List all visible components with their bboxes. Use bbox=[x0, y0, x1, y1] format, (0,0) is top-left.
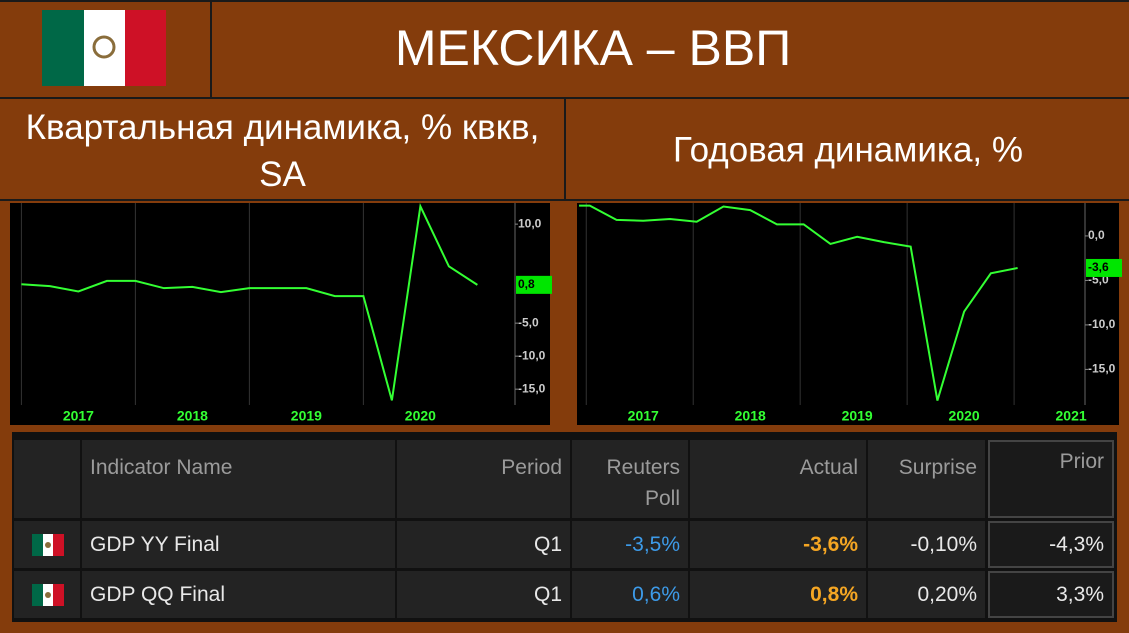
y-tick-label: 0,0 bbox=[1088, 228, 1105, 242]
table-cell: GDP YY Final bbox=[82, 521, 395, 568]
table-cell: Q1 bbox=[397, 521, 570, 568]
x-tick-label: 2017 bbox=[63, 408, 94, 424]
y-tick-label: -10,0 bbox=[1088, 317, 1116, 331]
mexico-flag bbox=[42, 10, 166, 86]
flag-cell bbox=[14, 521, 80, 568]
x-tick-label: 2018 bbox=[735, 408, 766, 424]
table-cell: -3,5% bbox=[572, 521, 688, 568]
column-header: Indicator Name bbox=[82, 440, 395, 518]
table-cell: 0,8% bbox=[690, 571, 866, 618]
table-cell: -3,6% bbox=[690, 521, 866, 568]
column-header: Prior bbox=[988, 440, 1114, 518]
y-tick-label: -15,0 bbox=[518, 381, 546, 395]
table-cell: -0,10% bbox=[868, 521, 985, 568]
flag-cell bbox=[14, 571, 80, 618]
table-cell: 0,20% bbox=[868, 571, 985, 618]
x-tick-label: 2018 bbox=[177, 408, 208, 424]
last-value-box bbox=[516, 275, 552, 294]
left-subtitle: Квартальная динамика, % квкв, SA bbox=[25, 108, 540, 194]
header-cell bbox=[14, 440, 80, 518]
data-line bbox=[21, 202, 478, 401]
table-cell: 3,3% bbox=[988, 571, 1114, 618]
column-header: Surprise bbox=[868, 440, 985, 518]
right-subtitle: Годовая динамика, % bbox=[673, 130, 1023, 169]
title: МЕКСИКА – ВВП bbox=[395, 20, 791, 76]
row-flag bbox=[32, 533, 64, 556]
column-header: Actual bbox=[690, 440, 866, 518]
slide: МЕКСИКА – ВВП Квартальная динамика, % кв… bbox=[0, 0, 1129, 425]
last-value-label: -3,6 bbox=[1088, 260, 1109, 274]
frame bbox=[0, 0, 1129, 201]
chart-background bbox=[577, 203, 1119, 425]
chart-background bbox=[10, 203, 550, 425]
table-cell: 0,6% bbox=[572, 571, 688, 618]
column-header: Reuters Poll bbox=[572, 440, 688, 518]
x-tick-label: 2020 bbox=[405, 408, 436, 424]
y-tick-label: -5,0 bbox=[518, 315, 539, 329]
data-line bbox=[579, 204, 1018, 401]
y-tick-label: -15,0 bbox=[1088, 362, 1116, 376]
y-tick-label: -10,0 bbox=[518, 348, 546, 362]
y-tick-label: 10,0 bbox=[518, 216, 542, 230]
x-tick-label: 2020 bbox=[949, 408, 980, 424]
x-tick-label: 2017 bbox=[628, 408, 659, 424]
last-value-box bbox=[1086, 258, 1122, 277]
left-subtitle-box: Квартальная динамика, % квкв, SA bbox=[25, 108, 540, 194]
x-tick-label: 2019 bbox=[842, 408, 873, 424]
x-tick-label: 2019 bbox=[291, 408, 322, 424]
row-flag bbox=[32, 583, 64, 606]
table-cell: GDP QQ Final bbox=[82, 571, 395, 618]
last-value-label: 0,8 bbox=[518, 277, 535, 291]
x-tick-label: 2021 bbox=[1056, 408, 1087, 424]
column-header: Period bbox=[397, 440, 570, 518]
table-cell: Q1 bbox=[397, 571, 570, 618]
table-cell: -4,3% bbox=[988, 521, 1114, 568]
table: Indicator Name Period Reuters Poll Actual Su… bbox=[12, 432, 1117, 622]
